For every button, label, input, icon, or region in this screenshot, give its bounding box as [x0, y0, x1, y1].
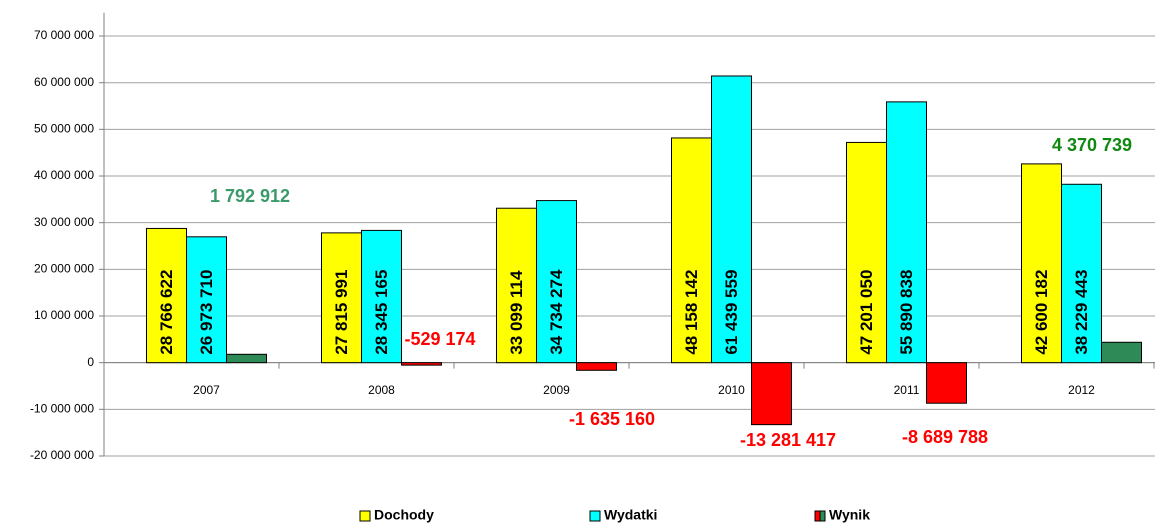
x-tick-label: 2009	[543, 383, 570, 397]
bar	[1061, 183, 1102, 364]
bar	[926, 362, 967, 404]
bar	[1101, 341, 1142, 364]
y-tick-label: 10 000 000	[34, 308, 94, 322]
value-label: -8 689 788	[902, 427, 988, 447]
y-tick-label: 20 000 000	[34, 262, 94, 276]
bar	[711, 75, 752, 364]
legend-label: Wynik	[829, 507, 870, 523]
bar	[536, 200, 577, 364]
value-label: -1 635 160	[569, 409, 655, 429]
bar	[1021, 163, 1062, 364]
value-label: -529 174	[404, 329, 475, 349]
bar	[401, 362, 442, 366]
y-tick-label: -20 000 000	[30, 448, 94, 462]
value-label: 28 766 622	[157, 270, 176, 355]
value-label: 28 345 165	[372, 270, 391, 355]
bar	[361, 229, 402, 364]
value-label: 55 890 838	[897, 270, 916, 355]
value-label: 38 229 443	[1072, 270, 1091, 355]
x-tick-label: 2011	[894, 383, 920, 397]
bar	[886, 101, 927, 364]
value-label: 26 973 710	[197, 270, 216, 355]
y-tick-label: 30 000 000	[34, 215, 94, 229]
value-label: 47 201 050	[857, 270, 876, 355]
value-label: 42 600 182	[1032, 270, 1051, 355]
legend-swatch	[359, 510, 371, 522]
y-tick-label: 0	[87, 355, 94, 369]
value-label: 48 158 142	[682, 270, 701, 355]
x-tick-label: 2007	[193, 383, 220, 397]
legend-swatch	[814, 510, 821, 522]
bar	[751, 362, 792, 426]
value-label: 1 792 912	[210, 186, 290, 206]
bar	[846, 141, 887, 364]
legend-label: Dochody	[374, 507, 434, 523]
y-tick-label: 50 000 000	[34, 122, 94, 136]
y-tick-label: 40 000 000	[34, 168, 94, 182]
bar	[146, 227, 187, 364]
value-label: -13 281 417	[740, 430, 836, 450]
y-tick-label: -10 000 000	[30, 402, 94, 416]
bar	[226, 353, 267, 364]
value-label: 33 099 114	[507, 270, 526, 355]
value-label: 4 370 739	[1052, 135, 1132, 155]
x-tick-label: 2008	[368, 383, 395, 397]
y-tick-label: 60 000 000	[34, 75, 94, 89]
bar	[321, 232, 362, 364]
bar	[186, 236, 227, 364]
x-tick-label: 2012	[1068, 383, 1095, 397]
legend-swatch	[589, 510, 601, 522]
value-label: 34 734 274	[547, 269, 566, 355]
bar	[576, 362, 617, 371]
legend-swatch	[819, 510, 826, 522]
legend-label: Wydatki	[604, 507, 657, 523]
bar	[671, 137, 712, 364]
x-tick-label: 2010	[718, 383, 745, 397]
y-tick-label: 70 000 000	[34, 28, 94, 42]
value-label: 27 815 991	[332, 270, 351, 355]
value-label: 61 439 559	[722, 270, 741, 355]
